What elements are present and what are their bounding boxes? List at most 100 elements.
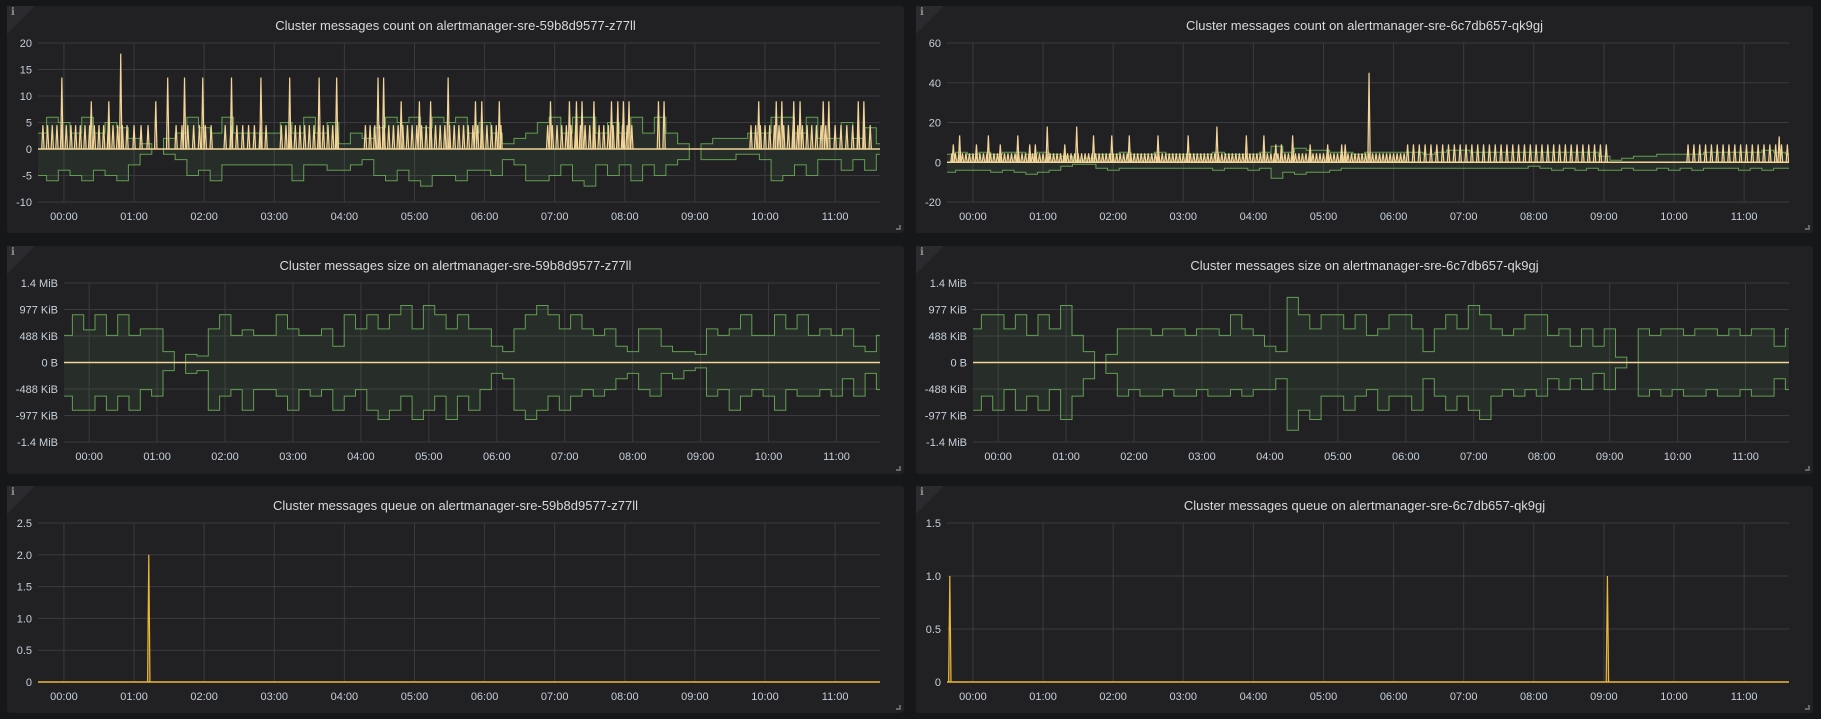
x-tick-label: 09:00	[681, 691, 709, 703]
spike-mark	[83, 125, 87, 150]
y-tick-label: 0 B	[41, 358, 58, 370]
spike-mark	[1546, 144, 1550, 163]
panel-title[interactable]: Cluster messages size on alertmanager-sr…	[1190, 258, 1539, 273]
resize-handle-icon[interactable]	[1805, 466, 1810, 471]
x-tick-label: 00:00	[959, 691, 987, 703]
panel-info-corner[interactable]	[7, 246, 35, 274]
spike-mark	[1283, 153, 1287, 163]
resize-handle-icon[interactable]	[1805, 705, 1810, 710]
y-tick-label: 15	[20, 65, 32, 77]
spike-mark	[756, 101, 761, 150]
x-tick-label: 05:00	[1324, 451, 1352, 463]
resize-handle-icon[interactable]	[896, 705, 901, 710]
spike-mark	[466, 125, 471, 150]
spike-mark	[1744, 144, 1749, 163]
resize-handle-icon[interactable]	[896, 466, 901, 471]
info-icon[interactable]: i	[11, 7, 15, 18]
spike-mark	[424, 125, 428, 150]
spike-mark	[326, 125, 330, 150]
spike-mark	[45, 125, 50, 150]
spike-mark	[1391, 153, 1396, 163]
spike-mark	[1581, 144, 1585, 163]
x-tick-label: 03:00	[1169, 211, 1197, 223]
info-icon[interactable]: i	[920, 487, 924, 498]
spike-mark	[1156, 135, 1160, 163]
x-tick-label: 09:00	[1596, 451, 1624, 463]
panel-title[interactable]: Cluster messages count on alertmanager-s…	[275, 18, 636, 33]
panel-info-corner[interactable]	[916, 486, 944, 514]
spike-mark	[1286, 153, 1291, 163]
y-tick-label: 5	[26, 118, 32, 130]
spike-mark	[386, 125, 391, 150]
spike-mark	[41, 125, 45, 150]
spike-mark	[1516, 144, 1521, 163]
spike-mark	[139, 125, 143, 150]
y-tick-label: 0	[935, 157, 941, 169]
spike-mark	[1384, 153, 1389, 163]
info-icon[interactable]: i	[11, 487, 15, 498]
spike-mark	[479, 101, 484, 150]
spike-mark	[1220, 153, 1224, 163]
info-icon[interactable]: i	[11, 247, 15, 258]
spike-mark	[97, 125, 101, 150]
x-tick-label: 05:00	[1310, 691, 1338, 703]
spike-mark	[1768, 144, 1772, 163]
spike-mark	[1127, 135, 1132, 163]
x-tick-label: 09:00	[1590, 211, 1618, 223]
spike-mark	[1308, 144, 1312, 163]
spike-mark	[60, 77, 64, 150]
panel-info-corner[interactable]	[916, 246, 944, 274]
x-tick-label: 06:00	[471, 691, 499, 703]
spike-mark	[587, 125, 592, 150]
panel-info-corner[interactable]	[7, 486, 35, 514]
spike-mark	[1785, 144, 1790, 163]
spike-mark	[1762, 144, 1766, 163]
spike-mark	[132, 125, 136, 150]
spike-mark	[396, 125, 400, 150]
spike-mark	[786, 125, 791, 150]
spike-mark	[1374, 153, 1378, 163]
spike-mark	[1237, 153, 1242, 163]
x-tick-label: 00:00	[959, 211, 987, 223]
spike-mark	[957, 135, 962, 163]
spike-mark	[381, 77, 386, 150]
spike-mark	[1009, 153, 1014, 163]
panel-title[interactable]: Cluster messages size on alertmanager-sr…	[279, 258, 632, 273]
spike-mark	[580, 101, 584, 150]
spike-mark	[1142, 153, 1147, 163]
spike-mark	[1540, 144, 1544, 163]
info-icon[interactable]: i	[920, 7, 924, 18]
spike-mark	[823, 125, 828, 150]
y-tick-label: 2.0	[17, 550, 32, 562]
spike-mark	[1215, 126, 1219, 163]
resize-handle-icon[interactable]	[1805, 225, 1810, 230]
spike-mark	[497, 101, 502, 150]
spike-mark	[609, 101, 614, 150]
spike-mark	[1160, 153, 1165, 163]
x-tick-label: 00:00	[75, 451, 103, 463]
chart-plot: 1.5 1.0 0.5 0 00:00 01:00 02:00 03:00 04:00 05:00…	[926, 518, 1789, 703]
series-upper-area	[64, 305, 880, 363]
size-panel-qk9gj: i Cluster messages size on alertmanager-s…	[916, 246, 1813, 474]
y-tick-label: 0	[26, 144, 32, 156]
panel-info-corner[interactable]	[7, 6, 35, 34]
spike-mark	[621, 101, 626, 150]
x-tick-label: 03:00	[260, 691, 288, 703]
panel-title[interactable]: Cluster messages count on alertmanager-s…	[1186, 18, 1543, 33]
y-tick-label: 488 KiB	[19, 331, 58, 343]
y-tick-label: -488 KiB	[16, 384, 58, 396]
spike-mark	[592, 101, 596, 150]
spike-mark	[567, 101, 572, 150]
spike-mark	[1258, 153, 1263, 163]
spike-mark	[1027, 144, 1032, 163]
panel-info-corner[interactable]	[916, 6, 944, 34]
spike-mark	[279, 125, 284, 150]
panel-title[interactable]: Cluster messages queue on alertmanager-s…	[273, 498, 638, 513]
count-panel-z77ll: i Cluster messages count on alertmanager-…	[7, 6, 904, 233]
resize-handle-icon[interactable]	[896, 225, 901, 230]
info-icon[interactable]: i	[920, 247, 924, 258]
panel-title[interactable]: Cluster messages queue on alertmanager-s…	[1183, 498, 1546, 513]
x-tick-label: 02:00	[1120, 451, 1148, 463]
spike-mark	[1332, 153, 1336, 163]
spike-mark	[1174, 153, 1179, 163]
